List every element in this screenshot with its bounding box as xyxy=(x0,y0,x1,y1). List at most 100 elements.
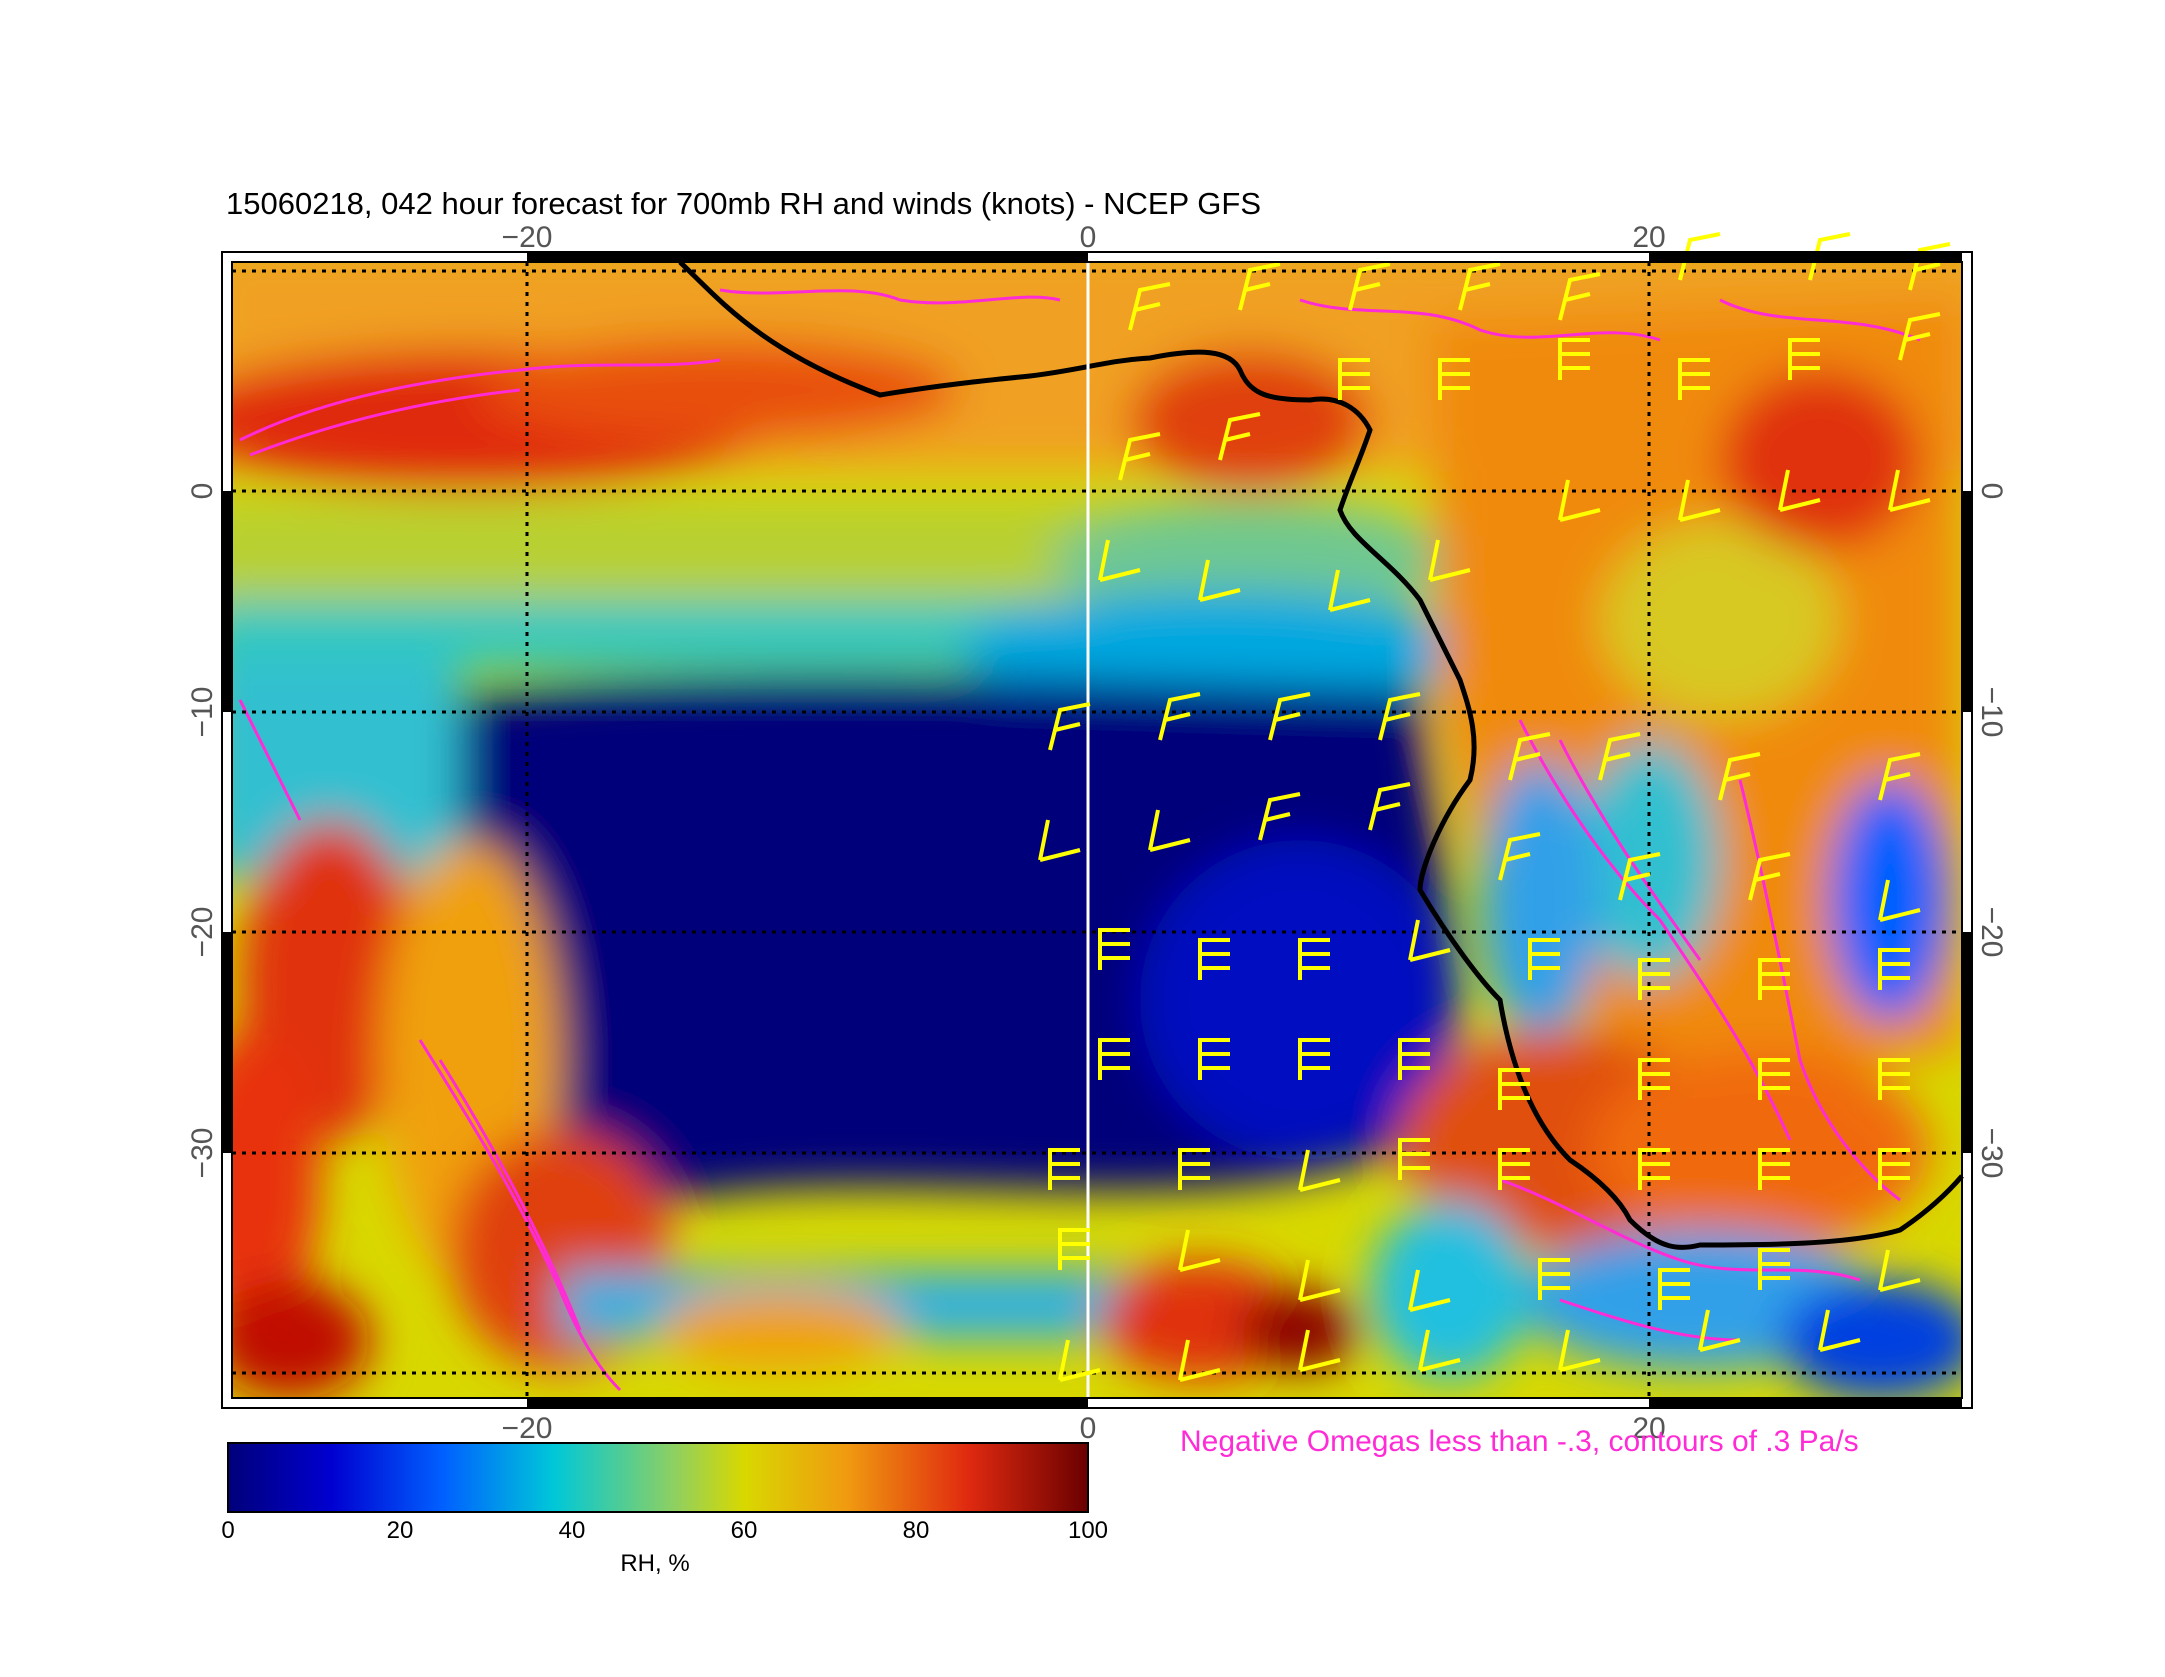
wind-barb xyxy=(1348,262,1391,311)
wind-barb xyxy=(1408,919,1451,962)
wind-barb xyxy=(1558,479,1601,522)
wind-barb xyxy=(1498,832,1541,881)
wind-barb xyxy=(1198,559,1241,602)
wind-barb xyxy=(1128,282,1171,331)
wind-barb xyxy=(1268,692,1311,741)
colorbar-label-60: 60 xyxy=(730,1517,758,1544)
wind-barb xyxy=(1498,1068,1530,1110)
wind-barb xyxy=(1758,958,1790,1000)
lat-tick-right-3: −30 xyxy=(1975,1128,2008,1179)
wind-barb xyxy=(1258,792,1301,841)
wind-barb xyxy=(1678,358,1710,400)
tick-labels: −20 0 20 −20 0 20 0 −10 −20 −30 0 −10 −2… xyxy=(186,221,2008,1445)
lon-tick-top-1: 0 xyxy=(1080,221,1097,254)
wind-barb xyxy=(1538,1258,1570,1300)
wind-barb xyxy=(1058,1228,1090,1270)
lon-tick-bottom-2: 20 xyxy=(1632,1412,1665,1445)
wind-barb xyxy=(1638,1058,1670,1100)
lon-tick-top-2: 20 xyxy=(1632,221,1665,254)
lat-tick-left-0: 0 xyxy=(186,483,219,500)
wind-barb xyxy=(1908,242,1951,291)
wind-barb xyxy=(1758,1248,1790,1290)
lat-tick-left-3: −30 xyxy=(186,1128,219,1179)
lat-tick-right-1: −10 xyxy=(1975,687,2008,738)
lat-tick-right-2: −20 xyxy=(1975,907,2008,958)
wind-barb xyxy=(1038,819,1081,862)
wind-barb xyxy=(1198,938,1230,980)
rh-field xyxy=(232,262,1962,1398)
wind-barb xyxy=(1888,469,1931,512)
wind-barb xyxy=(1298,938,1330,980)
wind-barb xyxy=(1378,692,1421,741)
wind-barb xyxy=(1558,338,1590,380)
colorbar-label-40: 40 xyxy=(558,1517,586,1544)
wind-barb xyxy=(1368,782,1411,831)
lat-tick-left-1: −10 xyxy=(186,687,219,738)
wind-barb xyxy=(1098,1038,1130,1080)
wind-barb xyxy=(1298,1259,1341,1302)
wind-barb xyxy=(1458,262,1501,311)
wind-barb xyxy=(1878,752,1921,801)
wind-barb xyxy=(1098,928,1130,970)
wind-barb xyxy=(1178,1339,1221,1382)
wind-barbs xyxy=(1038,232,1951,1382)
map-title: 15060218, 042 hour forecast for 700mb RH… xyxy=(226,186,1262,221)
wind-barb xyxy=(1498,1148,1530,1190)
wind-barb xyxy=(1438,358,1470,400)
wind-barb xyxy=(1428,539,1471,582)
wind-barb xyxy=(1678,479,1721,522)
wind-barb xyxy=(1298,1038,1330,1080)
lat-tick-right-0: 0 xyxy=(1975,483,2008,500)
map-frame xyxy=(221,251,1973,1409)
wind-barb xyxy=(1758,1148,1790,1190)
wind-barb xyxy=(1818,1309,1861,1352)
wind-barb xyxy=(1198,1038,1230,1080)
wind-barb xyxy=(1338,358,1370,400)
wind-barb xyxy=(1158,692,1201,741)
colorbar-label-0: 0 xyxy=(221,1517,235,1544)
lon-tick-bottom-0: −20 xyxy=(502,1412,553,1445)
wind-barb xyxy=(1508,732,1551,781)
wind-barb xyxy=(1778,469,1821,512)
coastline xyxy=(678,260,1964,1250)
wind-barb xyxy=(1418,1329,1461,1372)
colorbar-label-80: 80 xyxy=(902,1517,930,1544)
wind-barb xyxy=(1878,879,1921,922)
wind-barb xyxy=(1398,1138,1430,1180)
wind-barb xyxy=(1878,1058,1910,1100)
lat-tick-left-2: −20 xyxy=(186,907,219,958)
wind-barb xyxy=(1658,1268,1690,1310)
colorbar-title: RH, % xyxy=(620,1550,690,1577)
wind-barb xyxy=(1238,262,1281,311)
wind-barb xyxy=(1178,1229,1221,1272)
colorbar-label-100: 100 xyxy=(1067,1517,1109,1544)
wind-barb xyxy=(1048,1148,1080,1190)
lon-tick-top-0: −20 xyxy=(502,221,553,254)
wind-barb xyxy=(1898,312,1941,361)
wind-barb xyxy=(1718,752,1761,801)
wind-barb xyxy=(1558,1329,1601,1372)
omega-note: Negative Omegas less than -.3, contours … xyxy=(1180,1425,1859,1458)
wind-barb xyxy=(1058,1339,1101,1382)
wind-barb xyxy=(1298,1149,1341,1192)
colorbar xyxy=(227,1442,1089,1513)
wind-barb xyxy=(1638,1148,1670,1190)
wind-barb xyxy=(1098,539,1141,582)
wind-barb xyxy=(1758,1058,1790,1100)
wind-barb xyxy=(1528,938,1560,980)
wind-barb xyxy=(1118,432,1161,481)
omega-contours xyxy=(238,288,1921,1392)
wind-barb xyxy=(1148,809,1191,852)
wind-barb xyxy=(1638,958,1670,1000)
wind-barb xyxy=(1878,1249,1921,1292)
wind-barb xyxy=(1558,272,1601,321)
wind-barb xyxy=(1328,569,1371,612)
wind-barb xyxy=(1408,1269,1451,1312)
wind-barb xyxy=(1298,1329,1341,1372)
wind-barb xyxy=(1598,732,1641,781)
lon-tick-bottom-1: 0 xyxy=(1080,1412,1097,1445)
wind-barb xyxy=(1218,412,1261,461)
wind-barb xyxy=(1048,702,1091,751)
